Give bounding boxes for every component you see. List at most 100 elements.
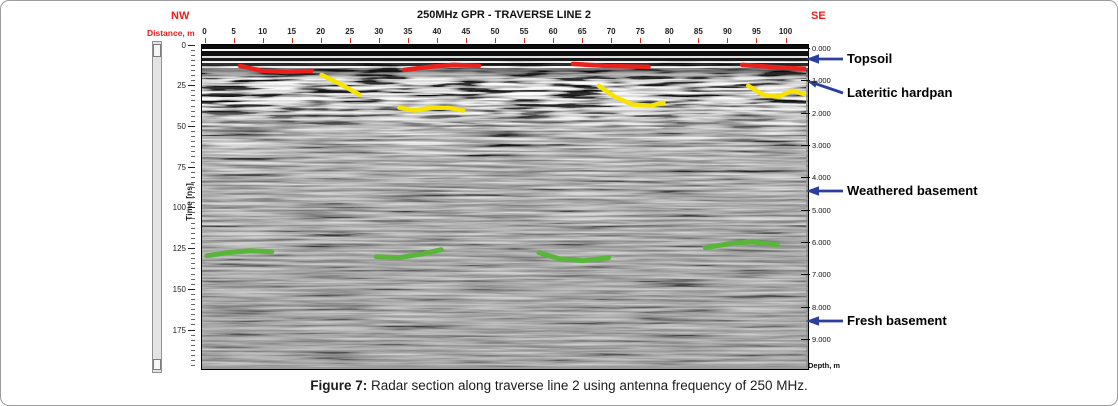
scrollbar-bottom-button[interactable] [153,359,161,370]
topsoil-arrow-icon [806,54,843,64]
depth-tick-label: 9.000 [812,334,831,344]
radargram-banding-overlay [202,45,808,369]
depth-tick-mark [801,80,810,82]
depth-tick-mark [801,144,810,146]
time-tick-label: 75 [177,162,186,172]
lateritic-hardpan-horizon [596,83,666,108]
time-minor-tick [191,100,195,102]
distance-tick-label: 65 [577,27,587,36]
time-minor-tick [191,161,195,163]
time-tick-mark [188,288,195,290]
direction-se-label: SE [811,10,826,22]
depth-tick-mark [801,209,810,211]
time-minor-tick [191,120,195,122]
time-minor-tick [191,319,195,321]
basement-horizon [373,247,444,261]
distance-tick-mark [291,38,293,43]
depth-tick-label: 0.000 [812,44,831,53]
depth-tick-mark [801,338,810,340]
distance-tick-label: 100 [778,27,793,36]
time-minor-tick [191,80,195,82]
time-minor-tick [191,156,195,158]
distance-tick-label: 80 [664,27,674,36]
time-minor-tick [191,309,195,311]
depth-tick-label: 3.000 [812,140,831,150]
time-tick-label: 0 [181,40,186,50]
time-minor-tick [191,293,195,295]
annotation-fresh-basement: Fresh basement [847,313,947,328]
lateritic-hardpan-horizon [319,72,362,97]
time-minor-tick [191,339,195,341]
basement-horizon [702,239,780,251]
radargram [201,44,809,370]
time-minor-tick [191,192,195,194]
time-minor-tick [191,115,195,117]
time-minor-tick [191,54,195,56]
distance-tick-label: 75 [635,27,645,36]
depth-tick-label: 6.000 [812,237,831,247]
time-tick-label: 50 [177,121,186,131]
time-minor-tick [191,365,195,367]
time-minor-tick [191,105,195,107]
distance-tick-mark [262,38,264,43]
time-tick-mark [188,85,195,87]
distance-tick-label: 45 [461,27,471,36]
time-tick-mark [188,248,195,250]
time-minor-tick [191,278,195,280]
time-minor-tick [191,258,195,260]
basement-horizon [204,248,275,259]
distance-tick-label: 5 [231,27,236,36]
topsoil-base-horizon [402,62,482,73]
distance-tick-mark [320,38,322,43]
depth-tick-label: 2.000 [812,108,831,118]
time-minor-tick [191,49,195,51]
scrollbar-thumb[interactable] [153,44,161,57]
distance-tick-label: 0 [202,27,207,36]
distance-tick-mark [785,38,787,43]
time-minor-tick [191,253,195,255]
time-tick-mark [188,329,195,331]
time-minor-tick [191,273,195,275]
direction-nw-label: NW [171,10,190,22]
distance-tick-label: 40 [432,27,442,36]
fresh-basement-arrow-icon [806,316,843,326]
depth-tick-label: 5.000 [812,205,831,215]
figure-title: 250MHz GPR - TRAVERSE LINE 2 [417,9,591,21]
distance-axis-label: Distance, m [147,28,195,38]
time-minor-tick [191,181,195,183]
time-minor-tick [191,349,195,351]
time-tick-label: 150 [172,284,186,294]
topsoil-base-horizon [739,62,806,72]
distance-tick-mark [553,38,555,43]
time-minor-tick [191,243,195,244]
distance-tick-mark [349,38,351,43]
time-minor-tick [191,334,195,336]
distance-tick-mark [611,38,613,43]
time-minor-tick [191,141,195,143]
time-tick-label: 175 [172,325,186,335]
distance-tick-label: 50 [490,27,500,36]
distance-tick-mark [698,38,700,43]
depth-tick-label: 1.000 [812,76,831,86]
time-minor-tick [191,131,195,133]
distance-tick-label: 55 [519,27,529,36]
lateritic-hardpan-horizon [397,105,466,113]
annotation-topsoil: Topsoil [847,51,893,66]
time-tick-mark [188,207,195,209]
time-minor-tick [191,344,195,346]
vertical-scrollbar[interactable] [152,41,162,373]
time-minor-tick [191,176,195,178]
weathered-basement-arrow-icon [806,186,843,196]
time-minor-tick [191,110,195,112]
depth-tick-mark [801,177,810,179]
time-minor-tick [191,69,195,71]
time-minor-tick [191,314,195,316]
time-minor-tick [191,237,195,239]
distance-tick-mark [669,38,671,43]
time-minor-tick [191,360,195,362]
lateritic-hardpan-arrow-icon [807,80,844,95]
time-minor-tick [191,90,195,92]
depth-tick-mark [801,274,810,276]
depth-tick-label: 4.000 [812,173,831,183]
time-minor-tick [191,95,195,97]
